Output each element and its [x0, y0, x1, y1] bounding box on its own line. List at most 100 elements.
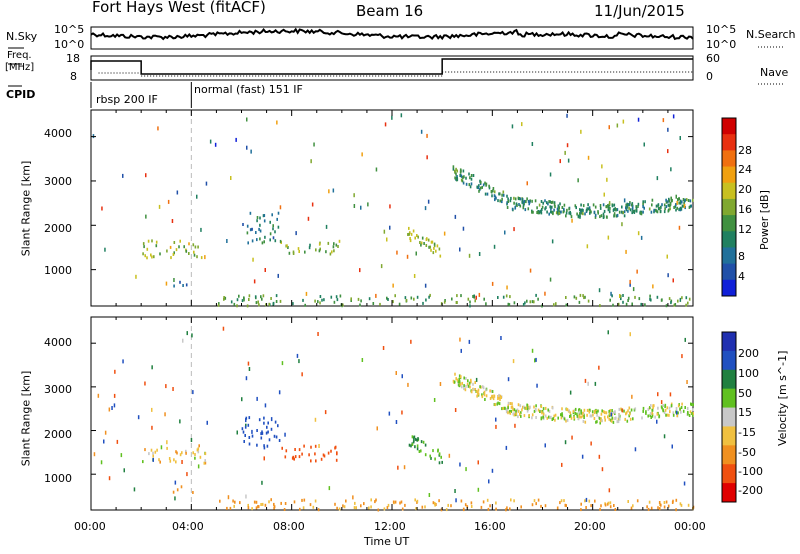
velocity-cell [491, 468, 494, 473]
velocity-cell [400, 500, 403, 504]
velocity-cell [388, 411, 391, 416]
velocity-cell [554, 413, 557, 417]
power-cell [313, 142, 315, 147]
power-cell [424, 206, 427, 211]
velocity-cell [465, 384, 467, 388]
power-cell [565, 296, 567, 299]
velocity-cell [430, 456, 432, 460]
velocity-cell [521, 408, 523, 412]
power-cell [670, 301, 672, 305]
power-cell [674, 204, 677, 208]
velocity-cell [257, 505, 260, 509]
cpid-mode-2: normal (fast) 151 IF [194, 83, 303, 96]
velocity-cell [513, 499, 515, 503]
power-cell [554, 205, 556, 209]
power-cell [481, 185, 483, 189]
power-cell [384, 122, 387, 127]
velocity-cell [176, 451, 178, 455]
power-cell [459, 170, 462, 174]
power-colorbar-segment [722, 166, 736, 184]
velocity-cell [523, 414, 526, 418]
power-cell [608, 201, 611, 206]
velocity-cell [552, 417, 554, 421]
velocity-cell [470, 380, 472, 384]
velocity-cell [411, 435, 414, 439]
velocity-cell [516, 408, 519, 412]
velocity-cell [417, 437, 419, 441]
power-cell [297, 247, 300, 251]
velocity-cell [376, 426, 378, 431]
power-cell [298, 250, 300, 253]
power-cell [427, 238, 430, 242]
power-cell [246, 145, 248, 150]
power-cell [628, 206, 630, 210]
power-cell [233, 302, 236, 306]
velocity-cell [580, 508, 582, 512]
power-cell [439, 254, 442, 258]
velocity-cell [278, 390, 281, 395]
power-cell [593, 210, 596, 214]
velocity-cell [281, 446, 283, 450]
velocity-cell [540, 504, 542, 508]
power-cell [522, 203, 525, 207]
power-cell [253, 279, 256, 284]
vel-cbar-tick-m100: -100 [738, 465, 763, 478]
power-cell [427, 199, 430, 204]
power-cell [678, 208, 680, 212]
power-cell [501, 193, 503, 197]
power-cell [664, 207, 666, 211]
power-cbar-tick-16: 16 [738, 203, 752, 216]
power-cell [563, 207, 565, 211]
power-cell [513, 196, 515, 200]
velocity-cell [505, 445, 508, 450]
velocity-cell [418, 450, 421, 453]
velocity-cell [241, 397, 243, 402]
velocity-cell [164, 412, 166, 417]
velocity-cell [573, 416, 575, 420]
velocity-colorbar-segment [722, 388, 736, 409]
power-cell [310, 159, 312, 164]
power-cell [579, 208, 581, 212]
power-cell [631, 203, 633, 207]
velocity-cell [480, 385, 482, 389]
power-cell [408, 226, 410, 230]
velocity-cell [466, 505, 469, 509]
velocity-cell [649, 412, 652, 416]
velocity-cell [448, 453, 451, 458]
power-cell [259, 216, 261, 220]
power-cell [687, 199, 690, 202]
velocity-cell [111, 406, 113, 410]
velocity-cell [458, 377, 460, 381]
velocity-cell [573, 409, 576, 413]
velocity-cell [247, 503, 249, 507]
power-cell [558, 206, 560, 210]
velocity-cell [583, 408, 586, 412]
velocity-cell [624, 417, 626, 421]
power-cell [544, 291, 546, 296]
power-cell [170, 256, 172, 260]
power-cell [501, 197, 503, 201]
velocity-cell [535, 404, 537, 408]
power-cell [580, 203, 582, 207]
power-cell [214, 142, 217, 147]
power-colorbar-segment [722, 231, 736, 248]
power-cell [681, 200, 683, 204]
velocity-cell [298, 455, 301, 459]
power-cell [502, 295, 505, 299]
velocity-cell [353, 506, 356, 510]
power-cell [315, 248, 317, 252]
velocity-cell [601, 409, 603, 413]
velocity-cell [626, 419, 629, 423]
velocity-cell [490, 395, 493, 399]
power-cell [147, 239, 150, 243]
velocity-cell [233, 504, 235, 508]
velocity-cell [434, 502, 436, 505]
power-cell [236, 304, 238, 308]
power-cell [544, 199, 546, 203]
velocity-cell [566, 408, 569, 412]
velocity-cell [283, 508, 286, 511]
velocity-cell [690, 402, 692, 406]
velocity-cell [322, 453, 325, 457]
velocity-cell [236, 430, 238, 435]
velocity-cell [394, 500, 397, 504]
